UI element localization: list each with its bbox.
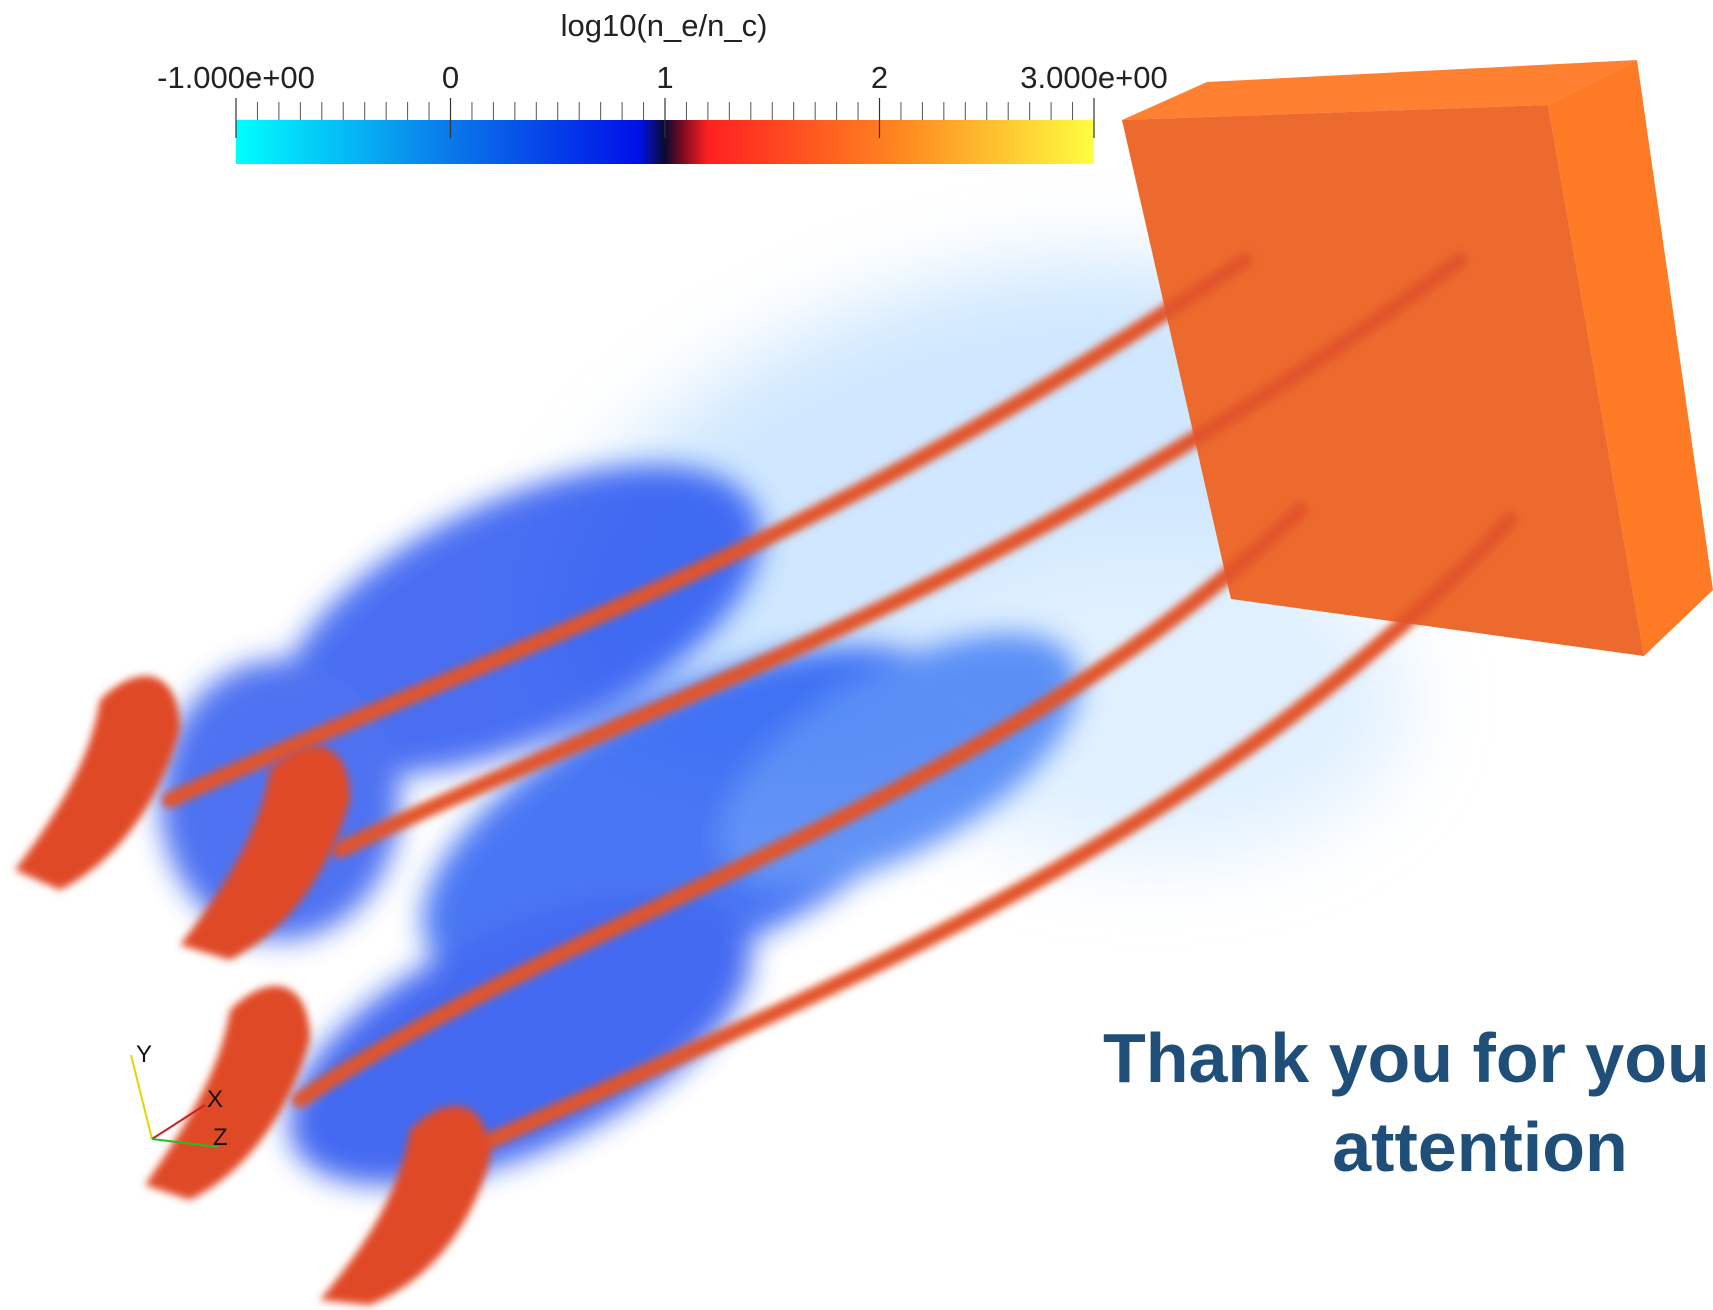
tick-label: -1.000e+00 [157, 60, 315, 95]
colorbar-title: log10(n_e/n_c) [561, 8, 768, 43]
axis-label: Y [136, 1041, 152, 1068]
tick-label: 0 [442, 60, 459, 95]
closing-text: attention [1332, 1108, 1628, 1186]
tick-label: 1 [656, 60, 673, 95]
tick-label: 2 [871, 60, 888, 95]
render-view: Y X Z log10(n_e/n_c) -1.000e+00 0 1 2 3.000e… [0, 0, 1713, 1310]
axis-label: X [207, 1086, 223, 1113]
axis-label: Z [213, 1124, 228, 1151]
tick-label: 3.000e+00 [1020, 60, 1167, 95]
page: {"colorbar": {"title": "log10(n_e/n_c)",… [0, 0, 1713, 1310]
closing-text: Thank you for your [1103, 1019, 1713, 1097]
colorbar: log10(n_e/n_c) -1.000e+00 0 1 2 3.000e+00 [157, 8, 1168, 164]
